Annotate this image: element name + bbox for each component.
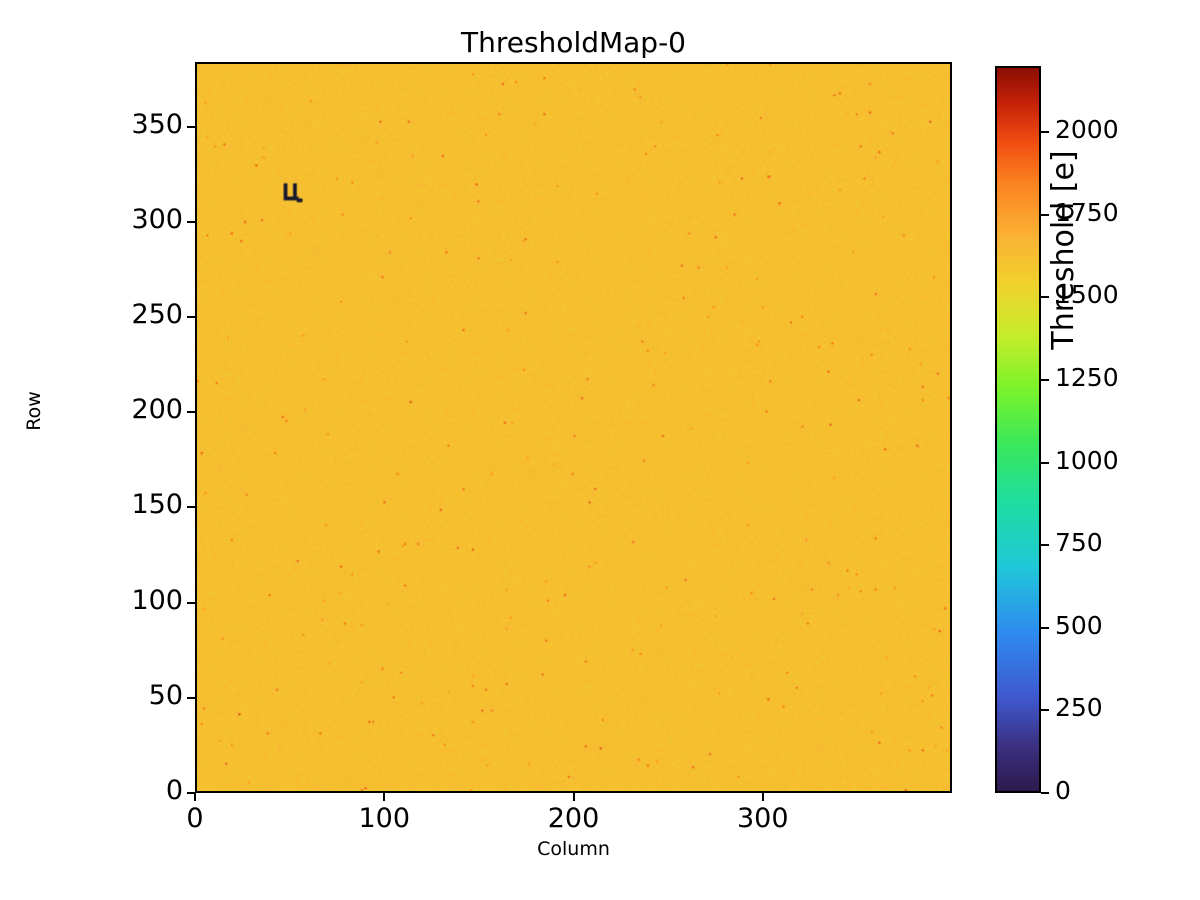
y-tick-label: 50 xyxy=(148,679,183,711)
x-tick-label: 0 xyxy=(186,803,204,834)
heatmap-image xyxy=(197,64,950,791)
y-tick-mark xyxy=(187,506,195,509)
page-title: ThresholdMap-0 xyxy=(461,26,686,59)
colorbar-tick-mark xyxy=(1041,296,1049,299)
colorbar-tick-label: 1250 xyxy=(1055,362,1119,392)
y-tick-mark xyxy=(187,125,195,128)
colorbar-ticks: 0 250 500 750 1000 1250 1500 1750 2000 xyxy=(1041,66,1191,805)
y-tick-label: 0 xyxy=(165,775,183,806)
y-tick-mark xyxy=(187,316,195,319)
y-tick-label: 350 xyxy=(131,108,183,140)
x-tick-mark xyxy=(383,793,386,801)
y-tick-mark xyxy=(187,411,195,414)
x-axis: 0 100 200 300 xyxy=(186,793,952,853)
x-tick-label: 100 xyxy=(358,803,411,834)
y-tick-mark xyxy=(187,220,195,223)
x-tick-label: 200 xyxy=(547,803,600,834)
colorbar[interactable]: 0 250 500 750 1000 1250 1500 1750 2000 xyxy=(995,66,1119,805)
colorbar-tick-mark xyxy=(1041,378,1049,381)
x-axis-label: Column xyxy=(537,838,610,860)
colorbar-tick-label: 1750 xyxy=(1055,197,1119,227)
colorbar-tick-label: 0 xyxy=(1055,776,1071,805)
colorbar-tick-mark xyxy=(1041,131,1049,134)
colorbar-tick-label: 750 xyxy=(1055,528,1103,558)
colorbar-tick-label: 1000 xyxy=(1055,445,1119,475)
y-tick-mark xyxy=(187,792,195,794)
y-axis: 0 50 100 150 200 250 300 350 xyxy=(0,62,195,806)
y-axis-label: Row xyxy=(23,391,45,431)
colorbar-label: Threshold [e] xyxy=(1046,150,1081,350)
x-tick-mark xyxy=(194,793,196,801)
y-tick-label: 150 xyxy=(131,489,183,521)
colorbar-gradient xyxy=(995,66,1041,793)
y-tick-label: 100 xyxy=(131,584,183,616)
y-tick-mark xyxy=(187,696,195,699)
x-tick-mark xyxy=(761,793,764,801)
colorbar-tick-label: 500 xyxy=(1055,610,1103,640)
x-tick-label: 300 xyxy=(736,803,789,834)
colorbar-tick-mark xyxy=(1041,626,1049,629)
colorbar-tick-label: 250 xyxy=(1055,693,1103,723)
colorbar-tick-mark xyxy=(1041,213,1049,216)
colorbar-tick-label: 1500 xyxy=(1055,280,1119,310)
colorbar-tick-label: 2000 xyxy=(1055,115,1119,145)
colorbar-tick-mark xyxy=(1041,544,1049,547)
y-tick-label: 200 xyxy=(131,394,183,426)
y-tick-label: 250 xyxy=(131,299,183,331)
colorbar-tick-mark xyxy=(1041,709,1049,712)
y-tick-label: 300 xyxy=(131,203,183,235)
colorbar-tick-mark xyxy=(1041,461,1049,464)
colorbar-tick-mark xyxy=(1041,792,1049,794)
x-tick-mark xyxy=(572,793,575,801)
heatmap-plot-area[interactable] xyxy=(195,62,952,793)
y-tick-mark xyxy=(187,601,195,604)
